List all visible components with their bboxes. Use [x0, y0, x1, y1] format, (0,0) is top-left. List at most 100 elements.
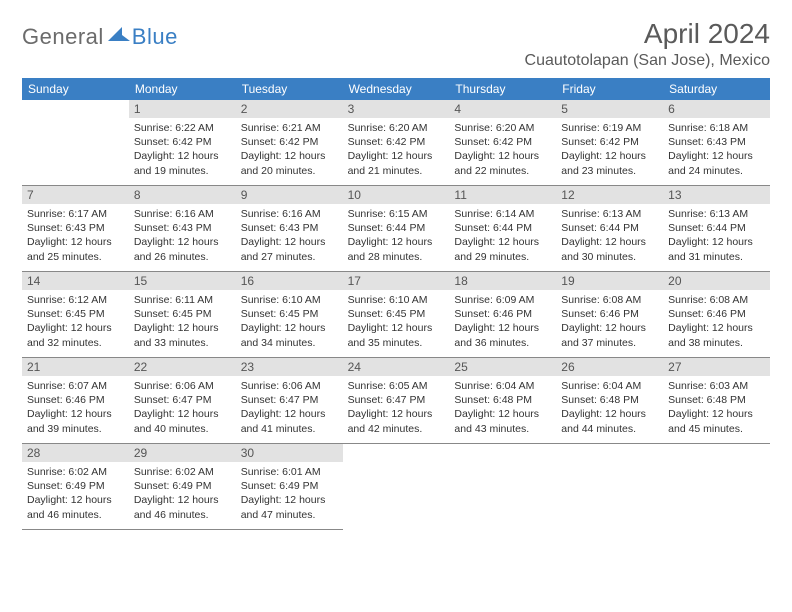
- trailing-blank-cell: [663, 444, 770, 530]
- day-content: Sunrise: 6:15 AMSunset: 6:44 PMDaylight:…: [343, 204, 450, 269]
- sunrise-line: Sunrise: 6:04 AM: [561, 379, 658, 393]
- day-cell: 7Sunrise: 6:17 AMSunset: 6:43 PMDaylight…: [22, 186, 129, 272]
- day-content: Sunrise: 6:02 AMSunset: 6:49 PMDaylight:…: [129, 462, 236, 527]
- day-cell: 22Sunrise: 6:06 AMSunset: 6:47 PMDayligh…: [129, 358, 236, 444]
- day-number: 23: [236, 358, 343, 376]
- day-content: Sunrise: 6:05 AMSunset: 6:47 PMDaylight:…: [343, 376, 450, 441]
- day-cell: 21Sunrise: 6:07 AMSunset: 6:46 PMDayligh…: [22, 358, 129, 444]
- sunrise-line: Sunrise: 6:22 AM: [134, 121, 231, 135]
- sunset-line: Sunset: 6:46 PM: [454, 307, 551, 321]
- daylight-line-2: and 43 minutes.: [454, 422, 551, 436]
- daylight-line-2: and 36 minutes.: [454, 336, 551, 350]
- header-row: General Blue April 2024 Cuautotolapan (S…: [22, 18, 770, 70]
- day-cell: 4Sunrise: 6:20 AMSunset: 6:42 PMDaylight…: [449, 100, 556, 186]
- sunrise-line: Sunrise: 6:15 AM: [348, 207, 445, 221]
- day-number: 21: [22, 358, 129, 376]
- day-content: Sunrise: 6:16 AMSunset: 6:43 PMDaylight:…: [236, 204, 343, 269]
- day-number: 11: [449, 186, 556, 204]
- day-number: 5: [556, 100, 663, 118]
- day-cell: 12Sunrise: 6:13 AMSunset: 6:44 PMDayligh…: [556, 186, 663, 272]
- sunrise-line: Sunrise: 6:03 AM: [668, 379, 765, 393]
- day-cell: 5Sunrise: 6:19 AMSunset: 6:42 PMDaylight…: [556, 100, 663, 186]
- daylight-line-2: and 32 minutes.: [27, 336, 124, 350]
- day-cell: 11Sunrise: 6:14 AMSunset: 6:44 PMDayligh…: [449, 186, 556, 272]
- day-cell: 28Sunrise: 6:02 AMSunset: 6:49 PMDayligh…: [22, 444, 129, 530]
- sunset-line: Sunset: 6:46 PM: [668, 307, 765, 321]
- sunrise-line: Sunrise: 6:08 AM: [561, 293, 658, 307]
- sunrise-line: Sunrise: 6:02 AM: [134, 465, 231, 479]
- day-cell: 23Sunrise: 6:06 AMSunset: 6:47 PMDayligh…: [236, 358, 343, 444]
- daylight-line-2: and 38 minutes.: [668, 336, 765, 350]
- empty-day-cell: [22, 100, 129, 186]
- daylight-line-2: and 28 minutes.: [348, 250, 445, 264]
- day-cell: 14Sunrise: 6:12 AMSunset: 6:45 PMDayligh…: [22, 272, 129, 358]
- daylight-line-1: Daylight: 12 hours: [134, 235, 231, 249]
- daylight-line-1: Daylight: 12 hours: [454, 235, 551, 249]
- daylight-line-1: Daylight: 12 hours: [668, 149, 765, 163]
- day-content: Sunrise: 6:12 AMSunset: 6:45 PMDaylight:…: [22, 290, 129, 355]
- sunrise-line: Sunrise: 6:10 AM: [241, 293, 338, 307]
- day-content: Sunrise: 6:08 AMSunset: 6:46 PMDaylight:…: [663, 290, 770, 355]
- daylight-line-2: and 35 minutes.: [348, 336, 445, 350]
- sunset-line: Sunset: 6:46 PM: [27, 393, 124, 407]
- sunset-line: Sunset: 6:42 PM: [134, 135, 231, 149]
- day-number: 24: [343, 358, 450, 376]
- weekday-header: Tuesday: [236, 78, 343, 100]
- sunrise-line: Sunrise: 6:09 AM: [454, 293, 551, 307]
- day-cell: 25Sunrise: 6:04 AMSunset: 6:48 PMDayligh…: [449, 358, 556, 444]
- day-cell: 9Sunrise: 6:16 AMSunset: 6:43 PMDaylight…: [236, 186, 343, 272]
- sunrise-line: Sunrise: 6:21 AM: [241, 121, 338, 135]
- daylight-line-2: and 45 minutes.: [668, 422, 765, 436]
- day-number: 8: [129, 186, 236, 204]
- day-content: Sunrise: 6:13 AMSunset: 6:44 PMDaylight:…: [663, 204, 770, 269]
- sunset-line: Sunset: 6:44 PM: [348, 221, 445, 235]
- daylight-line-1: Daylight: 12 hours: [134, 149, 231, 163]
- sunset-line: Sunset: 6:48 PM: [454, 393, 551, 407]
- sunrise-line: Sunrise: 6:02 AM: [27, 465, 124, 479]
- day-cell: 16Sunrise: 6:10 AMSunset: 6:45 PMDayligh…: [236, 272, 343, 358]
- weekday-header: Saturday: [663, 78, 770, 100]
- daylight-line-2: and 23 minutes.: [561, 164, 658, 178]
- sunrise-line: Sunrise: 6:14 AM: [454, 207, 551, 221]
- day-content: Sunrise: 6:22 AMSunset: 6:42 PMDaylight:…: [129, 118, 236, 183]
- daylight-line-2: and 20 minutes.: [241, 164, 338, 178]
- day-cell: 29Sunrise: 6:02 AMSunset: 6:49 PMDayligh…: [129, 444, 236, 530]
- daylight-line-2: and 46 minutes.: [134, 508, 231, 522]
- day-content: Sunrise: 6:20 AMSunset: 6:42 PMDaylight:…: [449, 118, 556, 183]
- sunrise-line: Sunrise: 6:16 AM: [134, 207, 231, 221]
- logo: General Blue: [22, 18, 178, 50]
- daylight-line-2: and 37 minutes.: [561, 336, 658, 350]
- sunrise-line: Sunrise: 6:06 AM: [241, 379, 338, 393]
- sunrise-line: Sunrise: 6:13 AM: [561, 207, 658, 221]
- day-number: 12: [556, 186, 663, 204]
- sunset-line: Sunset: 6:45 PM: [241, 307, 338, 321]
- day-content: Sunrise: 6:02 AMSunset: 6:49 PMDaylight:…: [22, 462, 129, 527]
- day-number: 4: [449, 100, 556, 118]
- sunset-line: Sunset: 6:43 PM: [27, 221, 124, 235]
- day-cell: 17Sunrise: 6:10 AMSunset: 6:45 PMDayligh…: [343, 272, 450, 358]
- daylight-line-1: Daylight: 12 hours: [348, 235, 445, 249]
- title-block: April 2024 Cuautotolapan (San Jose), Mex…: [525, 18, 770, 70]
- sunrise-line: Sunrise: 6:17 AM: [27, 207, 124, 221]
- daylight-line-1: Daylight: 12 hours: [561, 407, 658, 421]
- sunset-line: Sunset: 6:44 PM: [561, 221, 658, 235]
- sunrise-line: Sunrise: 6:20 AM: [348, 121, 445, 135]
- weekday-header: Thursday: [449, 78, 556, 100]
- daylight-line-2: and 25 minutes.: [27, 250, 124, 264]
- sunset-line: Sunset: 6:44 PM: [668, 221, 765, 235]
- day-cell: 18Sunrise: 6:09 AMSunset: 6:46 PMDayligh…: [449, 272, 556, 358]
- daylight-line-1: Daylight: 12 hours: [241, 149, 338, 163]
- day-number: 14: [22, 272, 129, 290]
- daylight-line-2: and 46 minutes.: [27, 508, 124, 522]
- day-number: 2: [236, 100, 343, 118]
- day-content: Sunrise: 6:04 AMSunset: 6:48 PMDaylight:…: [556, 376, 663, 441]
- day-cell: 3Sunrise: 6:20 AMSunset: 6:42 PMDaylight…: [343, 100, 450, 186]
- daylight-line-1: Daylight: 12 hours: [348, 149, 445, 163]
- daylight-line-2: and 41 minutes.: [241, 422, 338, 436]
- day-number: 1: [129, 100, 236, 118]
- calendar-grid: SundayMondayTuesdayWednesdayThursdayFrid…: [22, 78, 770, 530]
- day-number: 9: [236, 186, 343, 204]
- daylight-line-2: and 42 minutes.: [348, 422, 445, 436]
- logo-text-blue: Blue: [132, 24, 178, 50]
- daylight-line-1: Daylight: 12 hours: [348, 407, 445, 421]
